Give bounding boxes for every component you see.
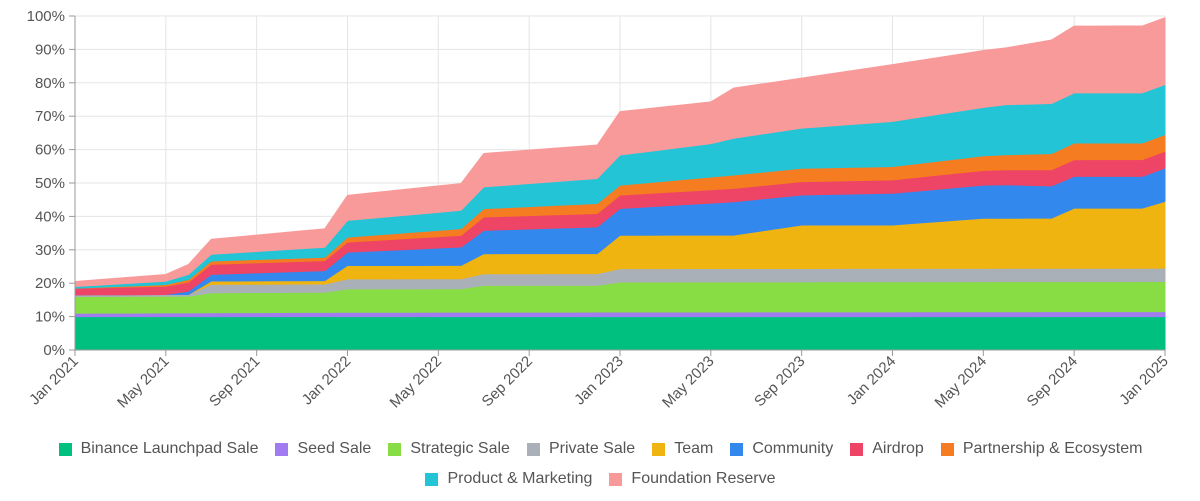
legend-swatch-private-sale — [525, 441, 541, 457]
legend-item-community[interactable]: Community — [729, 440, 833, 458]
legend-label-product-marketing: Product & Marketing — [447, 470, 593, 487]
legend-swatch-partnership-ecosystem — [939, 441, 955, 457]
legend-swatch-seed-sale — [274, 441, 290, 457]
legend-item-seed-sale[interactable]: Seed Sale — [274, 440, 371, 458]
y-tick-label-3: 30% — [35, 242, 65, 259]
x-tick-label-1: May 2021 — [114, 353, 173, 412]
x-tick-label-11: Sep 2024 — [1024, 353, 1081, 410]
x-tick-label-10: May 2024 — [932, 353, 991, 412]
x-tick-label-5: Sep 2022 — [479, 353, 536, 410]
x-tick-label-3: Jan 2022 — [299, 353, 355, 409]
y-tick-label-2: 20% — [35, 275, 65, 292]
series-areas[interactable] — [74, 17, 1166, 351]
area-series-binance-launchpad-sale[interactable] — [74, 316, 1166, 351]
legend-swatch-strategic-sale — [387, 441, 403, 457]
y-tick-label-10: 100% — [27, 8, 65, 25]
legend-swatch-binance-launchpad-sale — [57, 441, 73, 457]
legend: Binance Launchpad Sale Seed Sale Strategic… — [0, 434, 1200, 494]
legend-label-strategic-sale: Strategic Sale — [410, 440, 510, 457]
y-tick-label-7: 70% — [35, 108, 65, 125]
x-tick-label-0: Jan 2021 — [26, 353, 82, 409]
x-tick-label-4: May 2022 — [387, 353, 446, 412]
legend-item-team[interactable]: Team — [651, 440, 713, 458]
x-tick-label-2: Sep 2021 — [206, 353, 263, 410]
legend-item-partnership-ecosystem[interactable]: Partnership & Ecosystem — [939, 440, 1143, 458]
x-tick-label-6: Jan 2023 — [571, 353, 627, 409]
legend-item-foundation-reserve[interactable]: Foundation Reserve — [608, 470, 776, 488]
legend-label-foundation-reserve: Foundation Reserve — [631, 470, 776, 487]
legend-label-community: Community — [752, 440, 834, 457]
legend-item-product-marketing[interactable]: Product & Marketing — [424, 470, 592, 488]
x-tick-label-7: May 2023 — [659, 353, 718, 412]
chart-svg: 0% 10% 20% 30% 40% 50% 60% 70% 80% 90% 100% Jan 202… — [26, 8, 1172, 412]
area-series-foundation-reserve[interactable] — [74, 17, 1166, 288]
legend-label-private-sale: Private Sale — [548, 440, 636, 457]
legend-label-partnership-ecosystem: Partnership & Ecosystem — [962, 440, 1143, 457]
legend-item-strategic-sale[interactable]: Strategic Sale — [387, 440, 510, 458]
y-tick-label-1: 10% — [35, 309, 65, 326]
legend-swatch-community — [729, 441, 745, 457]
legend-row-2: Product & Marketing Foundation Reserve — [0, 464, 1200, 494]
legend-item-airdrop[interactable]: Airdrop — [849, 440, 924, 458]
y-tick-label-8: 80% — [35, 75, 65, 92]
legend-swatch-foundation-reserve — [608, 471, 624, 487]
y-tick-label-5: 50% — [35, 175, 65, 192]
legend-swatch-product-marketing — [424, 471, 440, 487]
legend-swatch-team — [651, 441, 667, 457]
y-tick-label-0: 0% — [43, 342, 65, 359]
x-tick-label-12: Jan 2025 — [1116, 353, 1172, 409]
x-tick-label-8: Sep 2023 — [751, 353, 808, 410]
y-tick-label-4: 40% — [35, 208, 65, 225]
y-tick-label-9: 90% — [35, 41, 65, 58]
legend-swatch-airdrop — [849, 441, 865, 457]
legend-item-private-sale[interactable]: Private Sale — [525, 440, 636, 458]
legend-item-binance-launchpad-sale[interactable]: Binance Launchpad Sale — [57, 440, 259, 458]
x-tick-label-9: Jan 2024 — [844, 353, 900, 409]
legend-label-seed-sale: Seed Sale — [297, 440, 372, 457]
legend-row-1: Binance Launchpad Sale Seed Sale Strategic… — [0, 434, 1200, 464]
y-tick-label-6: 60% — [35, 142, 65, 159]
legend-label-airdrop: Airdrop — [872, 440, 924, 457]
legend-label-binance-launchpad-sale: Binance Launchpad Sale — [80, 440, 259, 457]
legend-label-team: Team — [674, 440, 714, 457]
